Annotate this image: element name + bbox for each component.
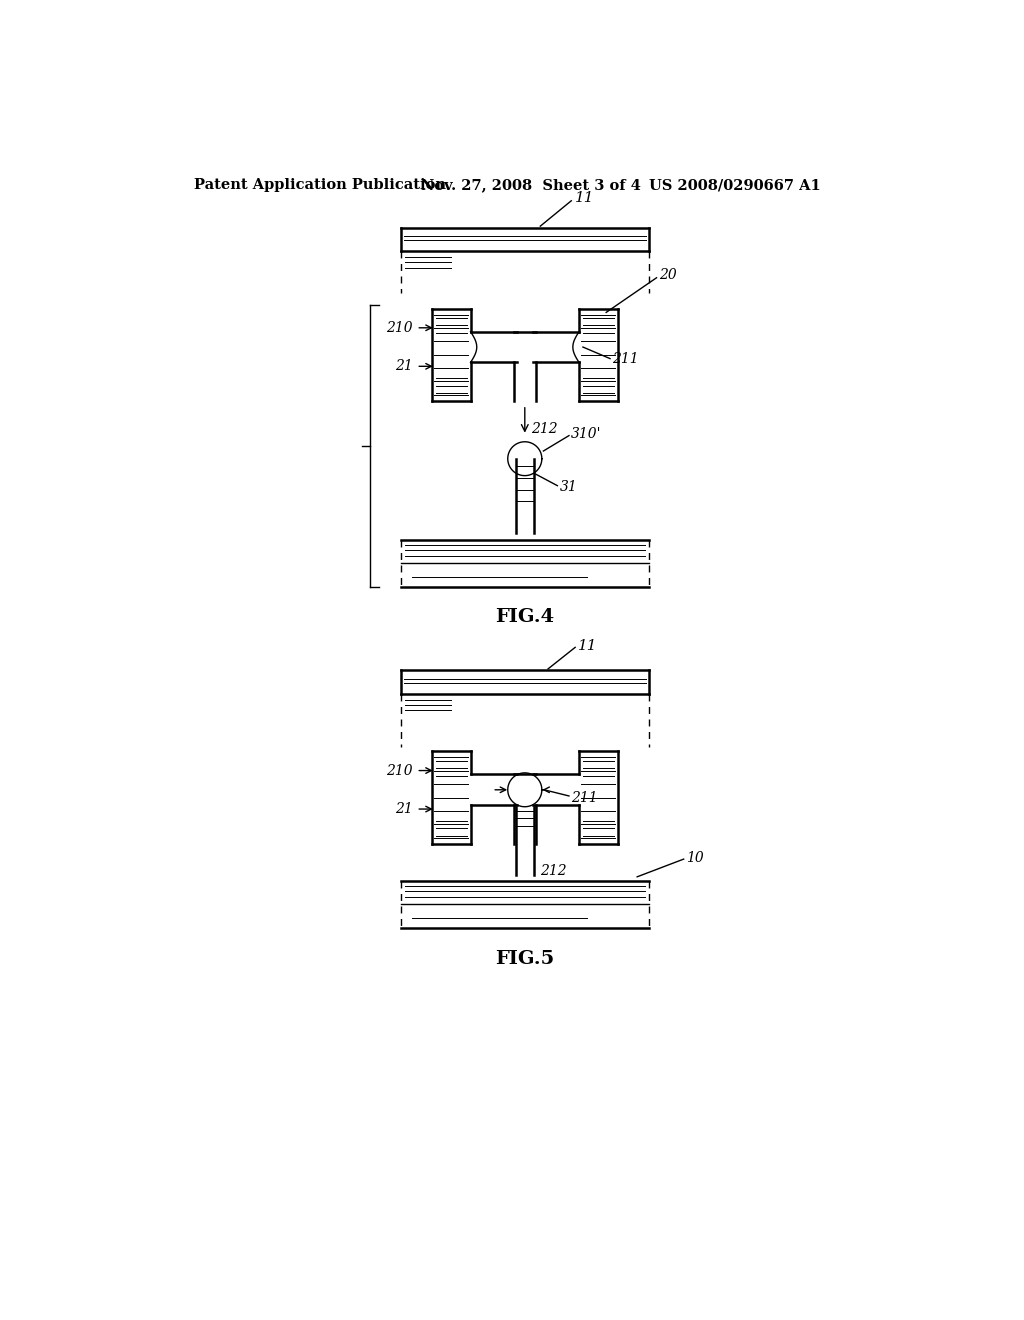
Text: 11: 11 — [578, 639, 597, 653]
Text: FIG.4: FIG.4 — [496, 607, 554, 626]
Text: 10: 10 — [686, 850, 703, 865]
Text: 211: 211 — [612, 351, 639, 366]
Text: US 2008/0290667 A1: US 2008/0290667 A1 — [649, 178, 820, 193]
Text: 212: 212 — [531, 422, 558, 437]
Text: 11: 11 — [575, 191, 595, 206]
Text: 21: 21 — [394, 359, 413, 374]
Text: Nov. 27, 2008  Sheet 3 of 4: Nov. 27, 2008 Sheet 3 of 4 — [421, 178, 641, 193]
Text: 310': 310' — [571, 428, 602, 441]
Text: Patent Application Publication: Patent Application Publication — [194, 178, 445, 193]
Text: 20: 20 — [658, 268, 677, 282]
Text: 212: 212 — [541, 863, 567, 878]
Text: 31: 31 — [560, 480, 578, 494]
Text: FIG.5: FIG.5 — [496, 950, 554, 968]
Text: 211: 211 — [571, 791, 598, 804]
Text: 21: 21 — [394, 803, 413, 816]
Text: 210: 210 — [386, 321, 413, 335]
Text: 210: 210 — [386, 763, 413, 777]
